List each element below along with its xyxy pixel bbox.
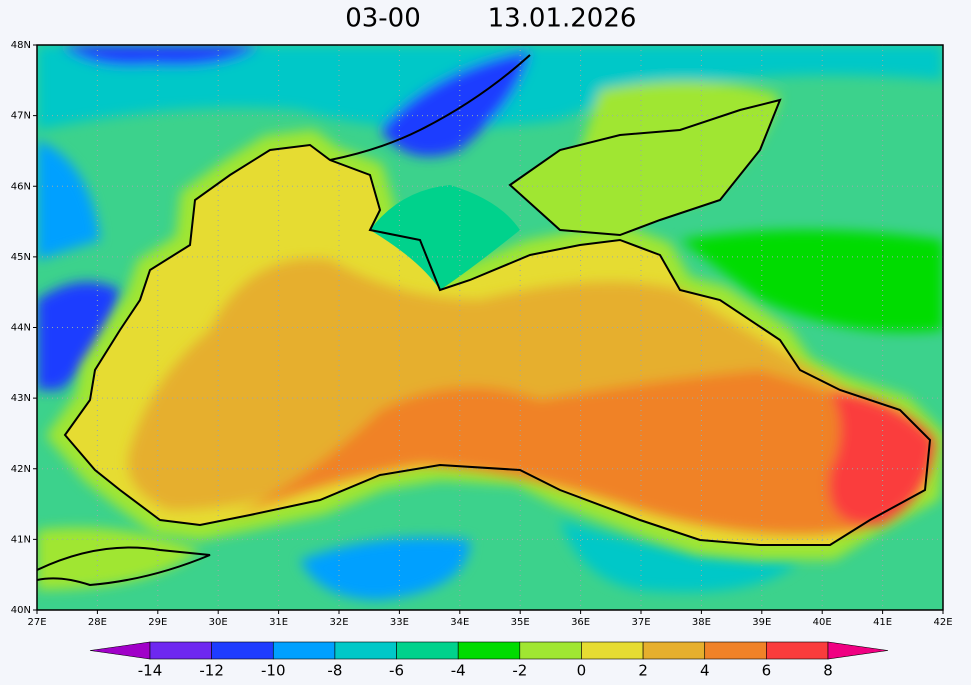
- lon-label: 39E: [752, 617, 771, 628]
- title-time: 03-00: [345, 4, 421, 34]
- lat-label: 45N: [11, 252, 31, 263]
- lon-label: 29E: [148, 617, 167, 628]
- colorbar-label: 4: [700, 662, 710, 680]
- colorbar-box: [211, 641, 274, 660]
- colorbar-box: [272, 641, 336, 660]
- colorbar-box: [581, 641, 644, 660]
- lon-label: 34E: [450, 617, 469, 628]
- colorbar-label: -12: [199, 662, 224, 680]
- colorbar-box: [704, 641, 767, 660]
- coastline: [37, 54, 932, 587]
- colorbar-box: [334, 641, 397, 660]
- lon-label: 36E: [571, 617, 590, 628]
- lon-label: 35E: [511, 617, 530, 628]
- colorbar-high: [827, 641, 889, 660]
- lon-label: 37E: [631, 617, 650, 628]
- lon-label: 41E: [873, 617, 892, 628]
- colorbar-label: -6: [389, 662, 404, 680]
- lon-label: 32E: [329, 617, 348, 628]
- lon-label: 30E: [209, 617, 228, 628]
- title-date: 13.01.2026: [488, 4, 637, 34]
- lon-label: 31E: [269, 617, 288, 628]
- lat-label: 42N: [11, 464, 31, 475]
- colorbar-box: [519, 641, 582, 660]
- lon-label: 33E: [390, 617, 409, 628]
- lat-label: 43N: [11, 393, 31, 404]
- colorbar-box: [396, 641, 459, 660]
- colorbar-label: -10: [261, 662, 286, 680]
- colorbar-label: 2: [638, 662, 648, 680]
- lon-label: 27E: [27, 617, 46, 628]
- colorbar-label: 6: [762, 662, 772, 680]
- lon-label: 38E: [692, 617, 711, 628]
- colorbar-label: -4: [451, 662, 466, 680]
- colorbar-box: [642, 641, 706, 660]
- lon-label: 28E: [88, 617, 107, 628]
- lat-label: 44N: [11, 323, 31, 334]
- lat-label: 48N: [11, 40, 31, 51]
- colorbar-label: -14: [138, 662, 163, 680]
- colorbar-label: -2: [512, 662, 527, 680]
- colorbar: -14 -12 -10 -8 -6 -4 -2 0 2 4 6 8: [89, 641, 889, 680]
- lat-label: 46N: [11, 181, 31, 192]
- temperature-field: [37, 45, 943, 610]
- colorbar-box: [457, 641, 521, 660]
- lat-label: 47N: [11, 111, 31, 122]
- lon-label: 42E: [933, 617, 952, 628]
- colorbar-label: 0: [577, 662, 587, 680]
- colorbar-label: -8: [327, 662, 342, 680]
- colorbar-box: [766, 641, 829, 660]
- lat-label: 41N: [11, 534, 31, 545]
- colorbar-label: 8: [823, 662, 833, 680]
- lon-label: 40E: [813, 617, 832, 628]
- lat-label: 40N: [11, 605, 31, 616]
- colorbar-box: [149, 641, 212, 660]
